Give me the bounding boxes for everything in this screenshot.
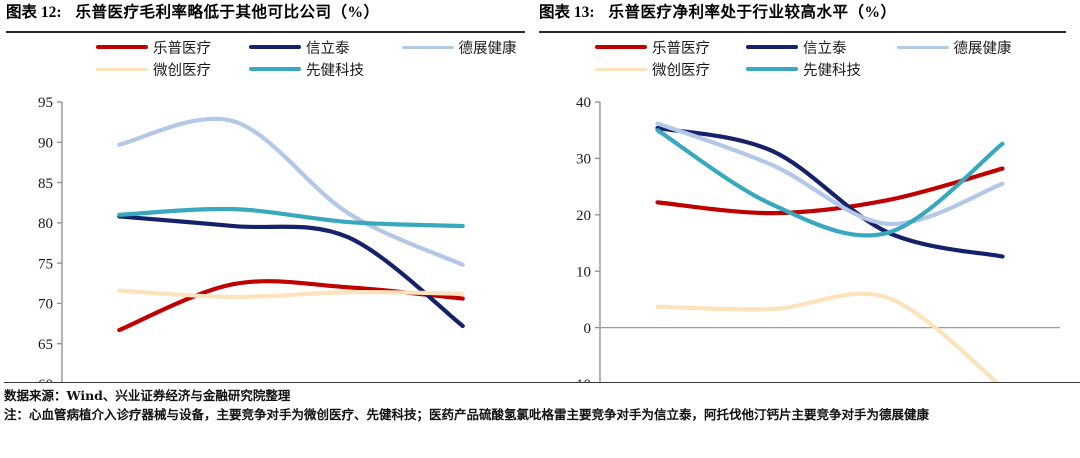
- legend-label-r3: 微创医疗: [652, 62, 710, 79]
- legend-swatch-icon-r0: [595, 45, 647, 49]
- series-line-德展健康: [655, 121, 1005, 226]
- y-tick-label: -10: [571, 377, 591, 382]
- y-tick-label: 65: [38, 337, 53, 353]
- legend-swatch-icon-3: [96, 67, 148, 71]
- legend-item-3[interactable]: 微创医疗: [96, 59, 211, 80]
- right-title-cell: 图表 13: 乐普医疗净利率处于行业较高水平（%）: [533, 0, 1080, 34]
- chart-net-margin: 乐普医疗 信立泰 德展健康 微创医疗: [533, 34, 1080, 382]
- legend-right: 乐普医疗 信立泰 德展健康 微创医疗: [533, 36, 1080, 80]
- legend-row-2-r: 微创医疗 先健科技: [595, 58, 1080, 80]
- y-tick-label: 95: [38, 95, 53, 111]
- legend-item-r3[interactable]: 微创医疗: [595, 59, 710, 80]
- legend-item-0[interactable]: 乐普医疗: [96, 37, 211, 58]
- legend-label-r2: 德展健康: [953, 40, 1012, 57]
- footer-note: 注：心血管病植介入诊疗器械与设备，主要竞争对手为微创医疗、先健科技；医药产品硫酸…: [4, 407, 930, 422]
- legend-label-3: 微创医疗: [153, 62, 211, 79]
- legend-label-0: 乐普医疗: [153, 40, 211, 57]
- legend-swatch-icon-r2: [896, 45, 949, 49]
- legend-swatch-icon-r1: [746, 45, 798, 49]
- legend-label-r1: 信立泰: [803, 40, 847, 57]
- legend-item-4[interactable]: 先健科技: [249, 59, 364, 80]
- right-figure-title: 乐普医疗净利率处于行业较高水平（%）: [608, 4, 897, 21]
- series-line-先健科技: [117, 206, 465, 229]
- chart-gross-margin: 乐普医疗 信立泰 德展健康 微创医疗: [0, 34, 533, 382]
- legend-label-2: 德展健康: [458, 40, 517, 57]
- series-line-信立泰: [655, 125, 1005, 259]
- footer-source: 数据来源：Wind、兴业证券经济与金融研究院整理: [4, 388, 291, 403]
- y-tick-label: 40: [576, 95, 591, 111]
- legend-row-1-r: 乐普医疗 信立泰 德展健康: [595, 36, 1080, 58]
- legend-item-r4[interactable]: 先健科技: [746, 59, 861, 80]
- series-line-微创医疗: [655, 291, 1000, 382]
- legend-item-r1[interactable]: 信立泰: [746, 37, 847, 58]
- legend-swatch-icon-2: [401, 45, 454, 49]
- y-tick-label: 85: [38, 176, 53, 192]
- y-tick-label: 30: [576, 152, 591, 168]
- right-figure-label: 图表 13:: [539, 4, 595, 21]
- footer-divider: [4, 382, 1080, 383]
- plot-area-left: 60657075808590952017201820192020H1: [38, 95, 465, 382]
- y-tick-label: 10: [576, 264, 591, 280]
- y-tick-label: 60: [38, 377, 53, 382]
- legend-row-1: 乐普医疗 信立泰 德展健康: [96, 36, 629, 58]
- titles-row: 图表 12: 乐普医疗毛利率略低于其他可比公司（%） 图表 13: 乐普医疗净利…: [0, 0, 1080, 34]
- legend-item-1[interactable]: 信立泰: [249, 37, 350, 58]
- y-tick-label: 70: [38, 297, 53, 313]
- left-figure-title: 乐普医疗毛利率略低于其他可比公司（%）: [75, 4, 380, 21]
- legend-label-r0: 乐普医疗: [652, 40, 710, 57]
- right-title-divider: [539, 31, 1066, 33]
- left-figure-label: 图表 12:: [6, 4, 62, 21]
- legend-swatch-icon-r4: [746, 67, 798, 71]
- legend-item-2[interactable]: 德展健康: [401, 37, 517, 58]
- charts-row: 乐普医疗 信立泰 德展健康 微创医疗: [0, 34, 1080, 382]
- legend-item-r0[interactable]: 乐普医疗: [595, 37, 710, 58]
- series-line-微创医疗: [117, 288, 465, 300]
- legend-left: 乐普医疗 信立泰 德展健康 微创医疗: [0, 36, 629, 80]
- left-title-divider: [6, 31, 525, 33]
- legend-item-r2[interactable]: 德展健康: [896, 37, 1012, 58]
- legend-swatch-icon-r3: [595, 67, 647, 71]
- series-line-信立泰: [117, 214, 465, 329]
- series-line-先健科技: [655, 128, 1005, 238]
- series-line-德展健康: [117, 116, 465, 267]
- y-tick-label: 0: [584, 321, 592, 337]
- legend-label-r4: 先健科技: [803, 62, 861, 79]
- y-tick-label: 80: [38, 216, 53, 232]
- plot-area-right: -100102030402017201820192020H1: [571, 95, 1060, 382]
- footer: 数据来源：Wind、兴业证券经济与金融研究院整理 注：心血管病植介入诊疗器械与设…: [0, 382, 1080, 458]
- left-title-cell: 图表 12: 乐普医疗毛利率略低于其他可比公司（%）: [0, 0, 533, 34]
- y-tick-label: 75: [38, 256, 53, 272]
- series-line-乐普医疗: [655, 166, 1005, 216]
- y-tick-label: 90: [38, 135, 53, 151]
- y-tick-label: 20: [576, 208, 591, 224]
- legend-label-4: 先健科技: [306, 62, 364, 79]
- legend-row-2: 微创医疗 先健科技: [96, 58, 629, 80]
- legend-swatch-icon-1: [249, 45, 301, 49]
- legend-swatch-icon-0: [96, 45, 148, 49]
- legend-label-1: 信立泰: [306, 40, 350, 57]
- series-line-乐普医疗: [117, 279, 465, 333]
- legend-swatch-icon-4: [249, 67, 301, 71]
